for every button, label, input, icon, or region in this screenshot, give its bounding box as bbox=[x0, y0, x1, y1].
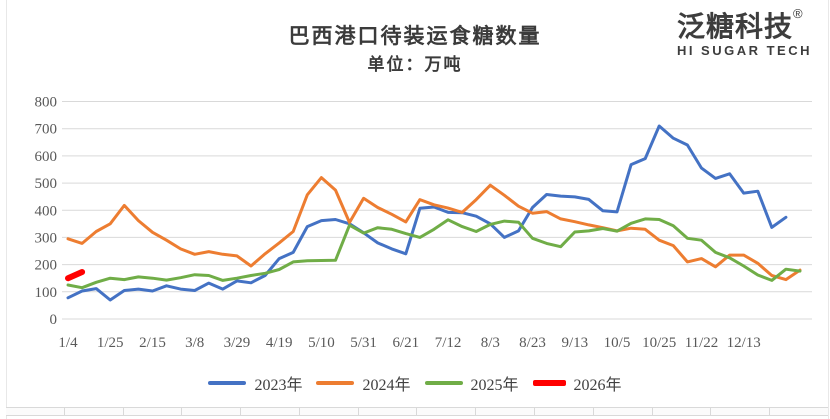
table-cell bbox=[359, 408, 418, 415]
brand-name: 泛糖科技 bbox=[676, 11, 793, 42]
table-cell bbox=[182, 408, 242, 415]
svg-text:12/13: 12/13 bbox=[727, 335, 761, 351]
svg-text:100: 100 bbox=[35, 285, 58, 301]
svg-text:10/25: 10/25 bbox=[642, 335, 676, 351]
svg-text:1/25: 1/25 bbox=[97, 335, 124, 351]
legend-item-2023[interactable]: 2023年 bbox=[208, 371, 302, 395]
svg-text:2/15: 2/15 bbox=[139, 335, 166, 351]
svg-text:800: 800 bbox=[35, 95, 58, 111]
svg-text:9/13: 9/13 bbox=[561, 335, 588, 351]
table-cell bbox=[300, 408, 359, 415]
svg-text:0: 0 bbox=[50, 312, 58, 328]
svg-text:6/21: 6/21 bbox=[392, 335, 419, 351]
svg-text:11/22: 11/22 bbox=[685, 335, 719, 351]
legend-label-2025: 2025年 bbox=[470, 377, 519, 394]
svg-text:3/8: 3/8 bbox=[185, 335, 204, 351]
svg-text:300: 300 bbox=[35, 230, 58, 246]
cropped-table-strip bbox=[6, 407, 828, 416]
brand-tagline: HI SUGAR TECH bbox=[676, 43, 812, 58]
svg-text:8/23: 8/23 bbox=[519, 335, 546, 351]
registered-trademark-icon: ® bbox=[792, 6, 803, 21]
table-cell bbox=[241, 408, 300, 415]
table-cell bbox=[770, 408, 828, 415]
svg-text:8/3: 8/3 bbox=[481, 335, 500, 351]
svg-text:4/19: 4/19 bbox=[266, 335, 293, 351]
table-cell bbox=[594, 408, 653, 415]
legend-label-2024: 2024年 bbox=[362, 377, 411, 394]
chart-legend: 2023年 2024年 2025年 2026年 bbox=[0, 371, 830, 395]
svg-text:5/31: 5/31 bbox=[350, 335, 377, 351]
table-cell bbox=[476, 408, 536, 415]
svg-text:10/5: 10/5 bbox=[604, 335, 631, 351]
svg-text:1/4: 1/4 bbox=[58, 335, 78, 351]
legend-item-2025[interactable]: 2025年 bbox=[424, 371, 519, 395]
legend-line-swatch-2025 bbox=[424, 381, 463, 385]
svg-text:500: 500 bbox=[35, 176, 58, 192]
chart-title: 巴西港口待装运食糖数量 bbox=[288, 24, 542, 48]
table-cell bbox=[417, 408, 477, 415]
legend-line-swatch-2023 bbox=[208, 381, 247, 385]
table-cell bbox=[653, 408, 712, 415]
table-cell bbox=[535, 408, 594, 415]
brand-logo: 泛糖科技® HI SUGAR TECH bbox=[676, 6, 812, 58]
svg-text:200: 200 bbox=[35, 258, 58, 274]
legend-label-2026: 2026年 bbox=[573, 377, 622, 394]
legend-item-2024[interactable]: 2024年 bbox=[316, 371, 411, 395]
svg-text:3/29: 3/29 bbox=[224, 335, 251, 351]
svg-text:600: 600 bbox=[35, 149, 58, 165]
table-cell bbox=[6, 408, 65, 415]
chart-subtitle: 单位：万吨 bbox=[367, 55, 463, 74]
legend-item-2026[interactable]: 2026年 bbox=[532, 371, 622, 395]
table-cell bbox=[711, 408, 771, 415]
legend-label-2023: 2023年 bbox=[254, 377, 303, 394]
svg-text:5/10: 5/10 bbox=[308, 335, 335, 351]
table-cell bbox=[65, 408, 124, 415]
legend-line-swatch-2024 bbox=[316, 381, 355, 385]
svg-text:400: 400 bbox=[35, 203, 58, 219]
table-cell bbox=[124, 408, 183, 415]
legend-line-swatch-2026 bbox=[532, 380, 566, 386]
svg-text:700: 700 bbox=[35, 122, 58, 138]
svg-text:7/12: 7/12 bbox=[435, 335, 462, 351]
